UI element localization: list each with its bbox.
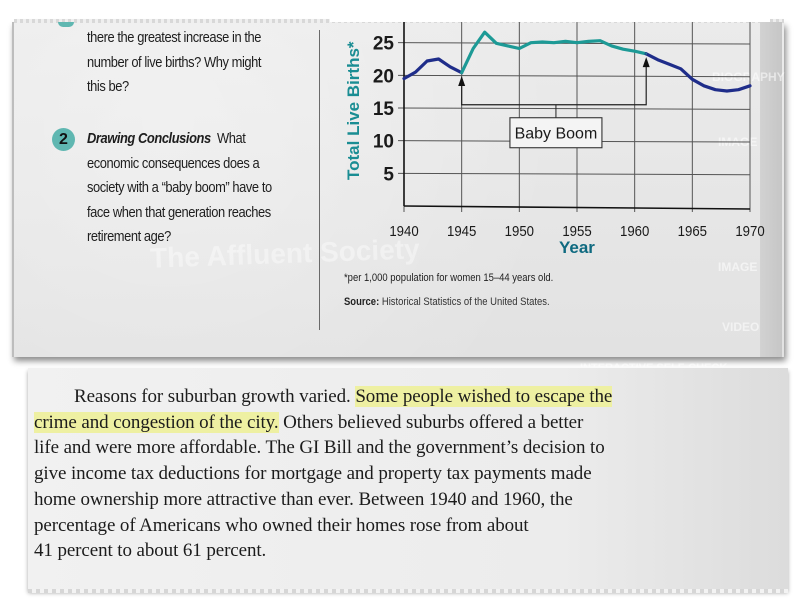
paragraph-text: 41 percent to about 61 percent.	[34, 540, 267, 562]
data-point	[680, 68, 682, 70]
data-point	[541, 41, 544, 43]
question-1-line: there the greatest increase in the	[87, 29, 261, 46]
y-tick-label: 20	[373, 66, 394, 87]
paragraph-line: Reasons for suburban growth varied. Some…	[34, 384, 774, 410]
question-1-text: there the greatest increase in the numbe…	[87, 26, 319, 100]
question-2-text: Drawing Conclusions What economic conseq…	[87, 127, 319, 250]
paragraph-line: life and were more affordable. The GI Bi…	[34, 435, 774, 461]
question-2-line: retirement age?	[87, 228, 171, 245]
data-point	[460, 71, 463, 74]
data-point	[610, 45, 613, 47]
paragraph-text: home ownership more attractive than ever…	[34, 488, 573, 510]
question-2-line: face when that generation reaches	[87, 203, 271, 221]
y-axis-title: Total Live Births*	[344, 41, 363, 180]
highlighted-text: crime and congestion of the city.	[34, 411, 279, 433]
data-point	[749, 84, 751, 87]
data-point	[483, 31, 486, 34]
x-tick-label: 1965	[678, 222, 707, 239]
data-point	[726, 90, 728, 92]
y-tick-label: 5	[383, 164, 394, 185]
data-point	[507, 45, 509, 47]
x-axis-title: Year	[559, 238, 595, 257]
page-edge-strip	[760, 22, 782, 357]
x-tick-label: 1950	[505, 222, 534, 239]
data-point	[622, 48, 624, 50]
data-point	[553, 41, 555, 44]
y-tick-label: 10	[373, 132, 394, 153]
series-line-baby-boom	[460, 30, 648, 75]
data-point	[472, 47, 474, 50]
paragraph-text: Others believed suburbs offered a better	[278, 411, 584, 433]
data-point	[403, 77, 405, 80]
y-tick-label: 15	[373, 99, 395, 120]
paragraph-text: give income tax deductions for mortgage …	[34, 463, 592, 485]
paragraph-line: 41 percent to about 61 percent.	[34, 538, 774, 564]
y-gridline	[397, 172, 751, 176]
chart-footnote: *per 1,000 population for women 15–44 ye…	[344, 272, 554, 284]
data-point	[564, 40, 567, 43]
live-births-chart: 510152025301940194519501955196019651970B…	[330, 0, 770, 239]
question-2-line: economic consequences does a	[87, 154, 260, 172]
data-point	[633, 50, 636, 52]
series-line-post-boom	[644, 52, 752, 93]
series-line-pre-boom	[402, 57, 464, 81]
data-point	[530, 41, 532, 44]
x-axis-line	[403, 205, 751, 210]
x-tick-label: 1970	[735, 222, 764, 239]
question-2-number-badge: 2	[52, 128, 75, 151]
question-2-title: Drawing Conclusions	[87, 130, 211, 147]
column-divider	[319, 30, 320, 330]
source-label: Source:	[344, 296, 380, 308]
data-point	[737, 88, 740, 91]
question-1-line: number of live births? Why might	[87, 53, 262, 71]
question-1-line: this be?	[87, 78, 129, 95]
annotation-label: Baby Boom	[515, 126, 598, 143]
watermark-right-3: IMAGE	[718, 260, 758, 274]
x-tick-label: 1945	[447, 222, 476, 239]
data-point	[576, 41, 578, 44]
paragraph-text: percentage of Americans who owned their …	[34, 514, 529, 536]
data-point	[587, 40, 590, 43]
data-point	[426, 60, 428, 62]
page-top-crop	[330, 0, 770, 22]
annotation-arrow-start	[458, 76, 466, 87]
watermark-right-4: VIDEO	[722, 320, 760, 334]
data-point	[703, 84, 705, 87]
paragraph-line: give income tax deductions for mortgage …	[34, 461, 774, 487]
data-point	[656, 58, 659, 61]
data-point	[414, 71, 417, 73]
question-1-badge-partial	[58, 22, 74, 27]
y-gridline	[397, 74, 751, 78]
paragraph-text: life and were more affordable. The GI Bi…	[34, 437, 605, 459]
data-point	[495, 42, 498, 45]
data-point	[714, 88, 717, 91]
question-2-line: society with a “baby boom” have to	[87, 179, 272, 196]
paragraph-line: home ownership more attractive than ever…	[34, 487, 774, 513]
chart-source: Source: Historical Statistics of the Uni…	[344, 296, 550, 308]
chart-page-sheet	[12, 19, 784, 357]
x-tick-label: 1940	[389, 222, 418, 239]
paragraph-text: Reasons for suburban growth varied.	[74, 386, 356, 407]
data-point	[449, 66, 451, 68]
source-text: Historical Statistics of the United Stat…	[381, 296, 550, 308]
data-point	[645, 52, 647, 55]
annotation-bracket	[461, 65, 647, 106]
x-tick-label: 1955	[562, 222, 591, 239]
y-gridline	[397, 107, 751, 110]
annotation-arrow-end	[642, 57, 650, 68]
highlighted-text: Some people wished to escape the	[355, 386, 613, 407]
data-point	[437, 58, 440, 60]
question-2-line: What	[217, 130, 246, 147]
body-paragraph: Reasons for suburban growth varied. Some…	[34, 384, 774, 564]
data-point	[518, 47, 521, 50]
data-point	[691, 78, 694, 81]
x-tick-label: 1960	[620, 222, 649, 239]
paragraph-line: percentage of Americans who owned their …	[34, 513, 774, 539]
paragraph-line: crime and congestion of the city. Others…	[34, 410, 774, 436]
y-tick-label: 25	[373, 34, 395, 55]
data-point	[599, 39, 601, 42]
annotation-box	[509, 117, 603, 149]
data-point	[668, 63, 671, 66]
